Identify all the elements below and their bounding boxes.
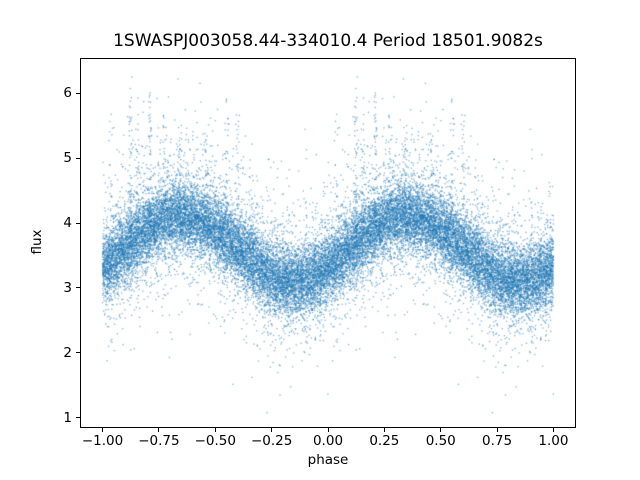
x-tick-label: −1.00: [81, 433, 124, 449]
x-tick-mark: [496, 428, 498, 432]
y-tick-label: 5: [63, 150, 72, 167]
y-tick-label: 4: [63, 215, 72, 231]
x-tick-mark: [214, 428, 216, 432]
x-tick-mark: [158, 428, 160, 432]
x-tick-mark: [440, 428, 442, 432]
y-tick-label: 2: [63, 344, 72, 361]
y-tick-label: 3: [63, 279, 72, 296]
x-tick-label: 0.00: [312, 433, 344, 449]
y-tick-mark: [76, 287, 80, 289]
x-tick-mark: [271, 428, 273, 432]
y-tick-label: 1: [63, 409, 72, 426]
y-tick-mark: [76, 352, 80, 354]
x-tick-label: −0.75: [138, 433, 180, 449]
x-tick-label: 0.75: [482, 433, 513, 449]
x-tick-mark: [383, 428, 385, 432]
y-tick-mark: [76, 417, 80, 419]
x-tick-mark: [102, 428, 104, 432]
chart-title: 1SWASPJ003058.44-334010.4 Period 18501.9…: [113, 31, 543, 51]
y-tick-mark: [76, 222, 80, 224]
y-tick-label: 6: [63, 85, 72, 102]
x-tick-label: −0.25: [250, 433, 293, 449]
x-tick-mark: [552, 428, 554, 432]
x-tick-mark: [327, 428, 329, 432]
y-tick-mark: [76, 92, 80, 94]
x-tick-label: 0.50: [425, 433, 456, 449]
x-tick-label: −0.50: [194, 433, 236, 449]
y-tick-mark: [76, 157, 80, 159]
y-axis-label: flux: [29, 229, 45, 255]
x-tick-label: 0.25: [369, 433, 400, 449]
x-tick-label: 1.00: [538, 433, 569, 449]
x-axis-label: phase: [307, 452, 349, 468]
